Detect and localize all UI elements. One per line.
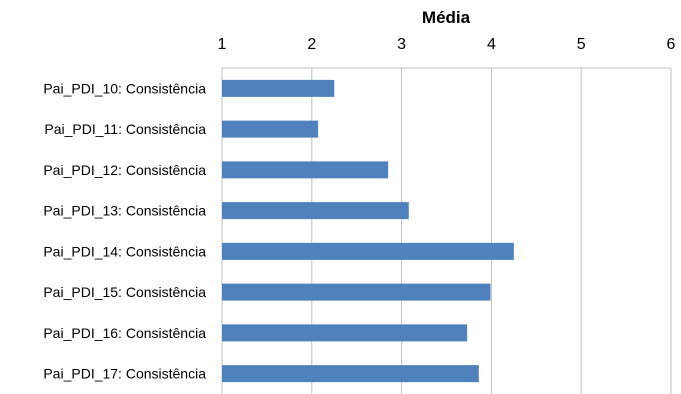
x-tick-label: 6: [667, 36, 676, 53]
x-tick-label: 3: [397, 36, 406, 53]
bar-5: [222, 242, 514, 260]
bar-6: [222, 283, 491, 301]
x-axis-title: Média: [422, 8, 471, 27]
category-label: Pai_PDI_12: Consistência: [43, 162, 206, 178]
bar-3: [222, 161, 389, 179]
x-tick-label: 4: [487, 36, 496, 53]
bars: [222, 79, 514, 383]
x-tick-label: 1: [218, 36, 227, 53]
x-tick-label: 2: [307, 36, 316, 53]
x-tick-label: 5: [577, 36, 586, 53]
category-label: Pai_PDI_15: Consistência: [43, 284, 206, 300]
bar-2: [222, 120, 319, 138]
category-label: Pai_PDI_13: Consistência: [43, 203, 206, 219]
category-label: Pai_PDI_16: Consistência: [43, 325, 206, 341]
gridlines: [221, 67, 672, 394]
category-label: Pai_PDI_11: Consistência: [44, 121, 206, 137]
bar-1: [222, 79, 335, 97]
bar-7: [222, 324, 468, 342]
category-label: Pai_PDI_10: Consistência: [43, 80, 206, 96]
bar-8: [222, 365, 479, 383]
category-label: Pai_PDI_17: Consistência: [43, 366, 206, 382]
bar-4: [222, 202, 409, 220]
category-labels: Pai_PDI_10: Consistência Pai_PDI_11: Cons…: [43, 80, 206, 381]
x-tick-labels: 1 2 3 4 5 6: [218, 36, 676, 53]
category-label: Pai_PDI_14: Consistência: [43, 243, 206, 259]
